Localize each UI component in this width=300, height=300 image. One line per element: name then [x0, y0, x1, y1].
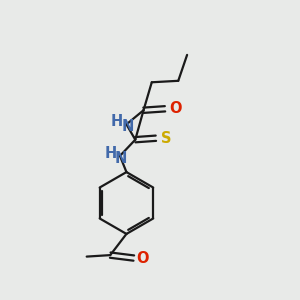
- Text: N: N: [114, 151, 127, 166]
- Text: O: O: [136, 250, 149, 266]
- Text: S: S: [161, 131, 172, 146]
- Text: N: N: [122, 119, 134, 134]
- Text: H: H: [111, 114, 123, 129]
- Text: O: O: [169, 101, 182, 116]
- Text: H: H: [105, 146, 117, 161]
